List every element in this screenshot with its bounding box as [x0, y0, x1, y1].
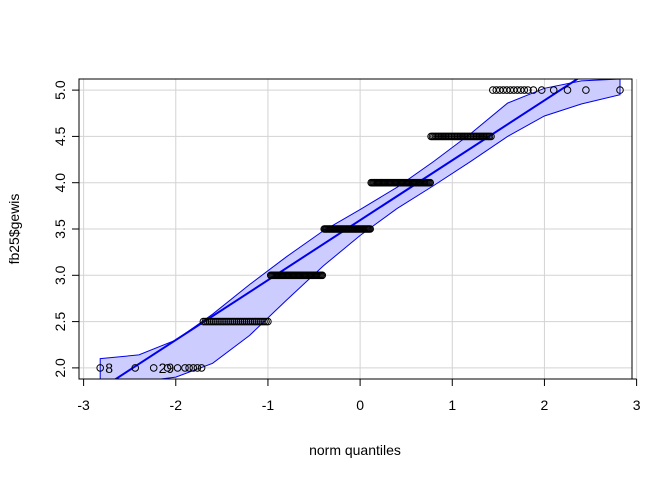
reference-line — [113, 79, 580, 379]
data-point-22 — [232, 317, 241, 326]
data-point-26 — [240, 317, 249, 326]
data-point-20 — [229, 317, 237, 326]
data-point-241 — [96, 364, 104, 372]
data-point-25 — [238, 317, 247, 326]
data-point-2 — [189, 364, 198, 372]
data-point-28 — [244, 317, 253, 326]
data-point-243 — [149, 364, 158, 372]
x-tick-label-5: 2 — [541, 397, 549, 413]
data-point-250 — [582, 86, 590, 94]
data-point-249 — [563, 86, 572, 94]
data-point-6 — [201, 317, 210, 326]
data-point-1 — [185, 364, 193, 372]
data-point-10 — [209, 317, 217, 326]
data-point-238 — [517, 86, 525, 94]
data-point-36 — [260, 317, 268, 326]
point-labels: 8 29 — [105, 360, 174, 376]
data-point-14 — [217, 317, 225, 326]
y-tick-label-2: 3.0 — [52, 265, 68, 285]
point-label-0: 8 — [105, 360, 113, 376]
data-point-13 — [215, 317, 223, 326]
data-point-32 — [252, 317, 261, 326]
data-point-19 — [227, 317, 235, 326]
data-point-245 — [173, 364, 182, 372]
data-point-246 — [529, 86, 538, 94]
data-point-23 — [234, 317, 243, 326]
x-tick-label-4: 1 — [448, 397, 456, 413]
data-point-5 — [199, 317, 208, 326]
y-tick-label-1: 2.5 — [52, 312, 68, 332]
data-point-12 — [213, 317, 221, 326]
data-point-7 — [203, 317, 212, 326]
data-point-31 — [250, 317, 259, 326]
x-tick-label-2: -1 — [262, 397, 275, 413]
data-point-240 — [524, 86, 532, 94]
data-point-38 — [264, 317, 272, 326]
y-tick-label-6: 5.0 — [52, 80, 68, 100]
data-points — [96, 86, 624, 372]
data-point-17 — [223, 317, 231, 326]
x-tick-label-6: 3 — [633, 397, 641, 413]
data-point-15 — [219, 317, 227, 326]
data-point-35 — [258, 317, 266, 326]
data-point-239 — [520, 86, 529, 94]
y-axis: 2.0 2.5 3.0 3.5 4.0 4.5 5.0 — [52, 80, 80, 378]
data-point-34 — [256, 317, 264, 326]
x-tick-label-3: 0 — [356, 397, 364, 413]
data-point-37 — [262, 317, 270, 326]
data-point-229 — [487, 132, 495, 141]
data-point-18 — [225, 317, 233, 326]
y-tick-label-5: 4.5 — [52, 126, 68, 146]
data-point-247 — [537, 86, 546, 94]
data-point-248 — [549, 86, 558, 94]
x-tick-label-1: -2 — [170, 397, 183, 413]
data-point-16 — [221, 317, 229, 326]
data-point-251 — [616, 86, 624, 94]
data-point-8 — [205, 317, 214, 326]
data-point-0 — [181, 364, 189, 372]
data-point-242 — [131, 364, 139, 372]
x-axis-label: norm quantiles — [309, 442, 401, 458]
data-point-132 — [366, 225, 375, 233]
y-tick-label-0: 2.0 — [52, 358, 68, 378]
data-point-11 — [211, 317, 219, 326]
data-point-3 — [193, 364, 202, 372]
y-tick-label-4: 4.0 — [52, 173, 68, 193]
data-point-33 — [254, 317, 263, 326]
data-point-9 — [207, 317, 215, 326]
x-tick-label-0: -3 — [77, 397, 90, 413]
data-point-30 — [248, 317, 257, 326]
data-point-24 — [236, 317, 245, 326]
data-point-244 — [163, 364, 172, 372]
y-tick-label-3: 3.5 — [52, 219, 68, 239]
data-point-27 — [242, 317, 251, 326]
data-point-187 — [426, 178, 435, 187]
y-axis-label: fb25$gewis — [6, 194, 22, 265]
point-label-1: 29 — [159, 360, 175, 376]
data-point-4 — [197, 364, 206, 372]
data-point-29 — [246, 317, 255, 326]
x-axis: -3 -2 -1 0 1 2 3 — [77, 378, 641, 413]
data-point-21 — [230, 317, 239, 326]
data-point-86 — [318, 271, 327, 280]
